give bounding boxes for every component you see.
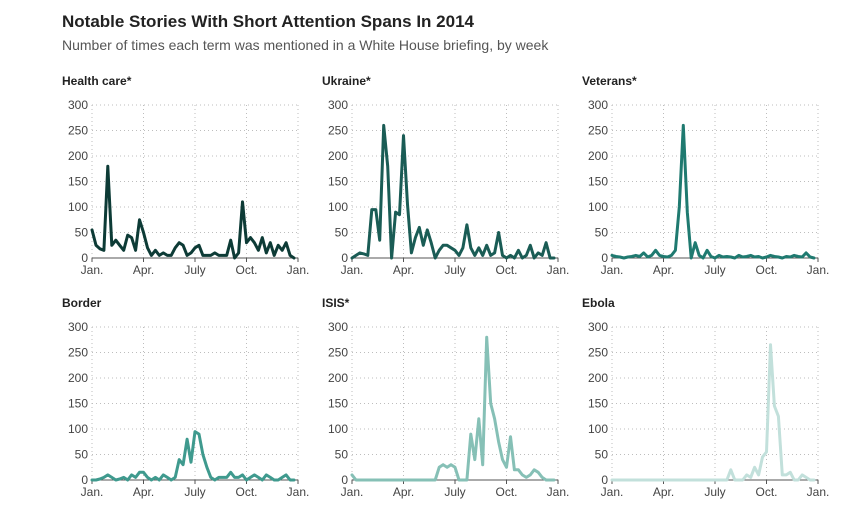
panel-ukraine: Ukraine* 0 50 100 150 200 250 300 Jan. Apr. July O…: [322, 74, 582, 294]
x-tick-label: Jan.: [341, 485, 364, 499]
x-tick-label: Apr.: [133, 485, 154, 499]
panel-health-care: Health care* 0 50 100 150 200 250 300 Jan. Apr. J…: [62, 74, 322, 294]
y-tick-label: 250: [68, 124, 88, 138]
y-tick-label: 300: [328, 98, 348, 112]
y-tick-label: 100: [328, 200, 348, 214]
y-tick-label: 50: [595, 448, 609, 462]
x-tick-label: Apr.: [653, 263, 674, 277]
x-tick-label: Jan.: [81, 263, 104, 277]
x-tick-label: July: [704, 485, 725, 499]
series-line: [352, 337, 554, 480]
y-tick-label: 50: [335, 448, 349, 462]
y-tick-label: 200: [588, 371, 608, 385]
x-tick-label: Apr.: [653, 485, 674, 499]
y-tick-label: 200: [328, 371, 348, 385]
panel-ebola: Ebola 0 50 100 150 200 250 300 Jan. Apr. July Oct.…: [582, 296, 842, 516]
x-tick-label: Jan.: [287, 485, 310, 499]
x-tick-label: Oct.: [755, 263, 777, 277]
x-tick-label: July: [704, 263, 725, 277]
panel-isis: ISIS* 0 50 100 150 200 250 300 Jan. Apr. July Oct.…: [322, 296, 582, 516]
x-tick-label: July: [184, 485, 205, 499]
x-tick-label: Jan.: [547, 485, 570, 499]
x-tick-label: Jan.: [807, 263, 830, 277]
x-tick-label: Oct.: [235, 485, 257, 499]
y-tick-label: 50: [75, 448, 89, 462]
y-tick-label: 150: [328, 397, 348, 411]
y-tick-label: 300: [328, 320, 348, 334]
y-tick-label: 300: [68, 98, 88, 112]
y-tick-label: 250: [68, 346, 88, 360]
y-tick-label: 100: [588, 422, 608, 436]
y-tick-label: 50: [75, 226, 89, 240]
x-tick-label: Jan.: [601, 485, 624, 499]
x-tick-label: Jan.: [547, 263, 570, 277]
x-tick-label: Jan.: [81, 485, 104, 499]
x-tick-label: Oct.: [235, 263, 257, 277]
panel-border: Border 0 50 100 150 200 250 300 Jan. Apr. July Oct…: [62, 296, 322, 516]
x-tick-label: Apr.: [133, 263, 154, 277]
chart-title: Notable Stories With Short Attention Spa…: [62, 12, 474, 32]
y-tick-label: 300: [68, 320, 88, 334]
y-tick-label: 300: [588, 98, 608, 112]
x-tick-label: Jan.: [287, 263, 310, 277]
y-tick-label: 150: [68, 397, 88, 411]
x-tick-label: Jan.: [601, 263, 624, 277]
y-tick-label: 200: [68, 149, 88, 163]
y-tick-label: 50: [335, 226, 349, 240]
y-tick-label: 200: [328, 149, 348, 163]
y-tick-label: 150: [68, 175, 88, 189]
x-tick-label: July: [184, 263, 205, 277]
series-line: [92, 432, 294, 480]
chart-subtitle: Number of times each term was mentioned …: [62, 37, 548, 53]
y-tick-label: 100: [68, 422, 88, 436]
x-tick-label: Oct.: [495, 485, 517, 499]
y-tick-label: 100: [588, 200, 608, 214]
series-line: [92, 166, 294, 258]
x-tick-label: Apr.: [393, 263, 414, 277]
x-tick-label: July: [444, 263, 465, 277]
y-tick-label: 300: [588, 320, 608, 334]
series-line: [352, 125, 554, 258]
y-tick-label: 100: [328, 422, 348, 436]
panel-veterans: Veterans* 0 50 100 150 200 250 300 Jan. Apr. July…: [582, 74, 842, 294]
y-tick-label: 150: [588, 397, 608, 411]
y-tick-label: 250: [588, 124, 608, 138]
y-tick-label: 50: [595, 226, 609, 240]
x-tick-label: Apr.: [393, 485, 414, 499]
x-tick-label: Oct.: [495, 263, 517, 277]
y-tick-label: 200: [588, 149, 608, 163]
y-tick-label: 250: [328, 124, 348, 138]
y-tick-label: 150: [328, 175, 348, 189]
y-tick-label: 250: [328, 346, 348, 360]
y-tick-label: 100: [68, 200, 88, 214]
x-tick-label: Jan.: [807, 485, 830, 499]
series-line: [612, 345, 814, 480]
x-tick-label: July: [444, 485, 465, 499]
y-tick-label: 150: [588, 175, 608, 189]
x-tick-label: Jan.: [341, 263, 364, 277]
y-tick-label: 250: [588, 346, 608, 360]
x-tick-label: Oct.: [755, 485, 777, 499]
series-line: [612, 125, 814, 258]
y-tick-label: 200: [68, 371, 88, 385]
